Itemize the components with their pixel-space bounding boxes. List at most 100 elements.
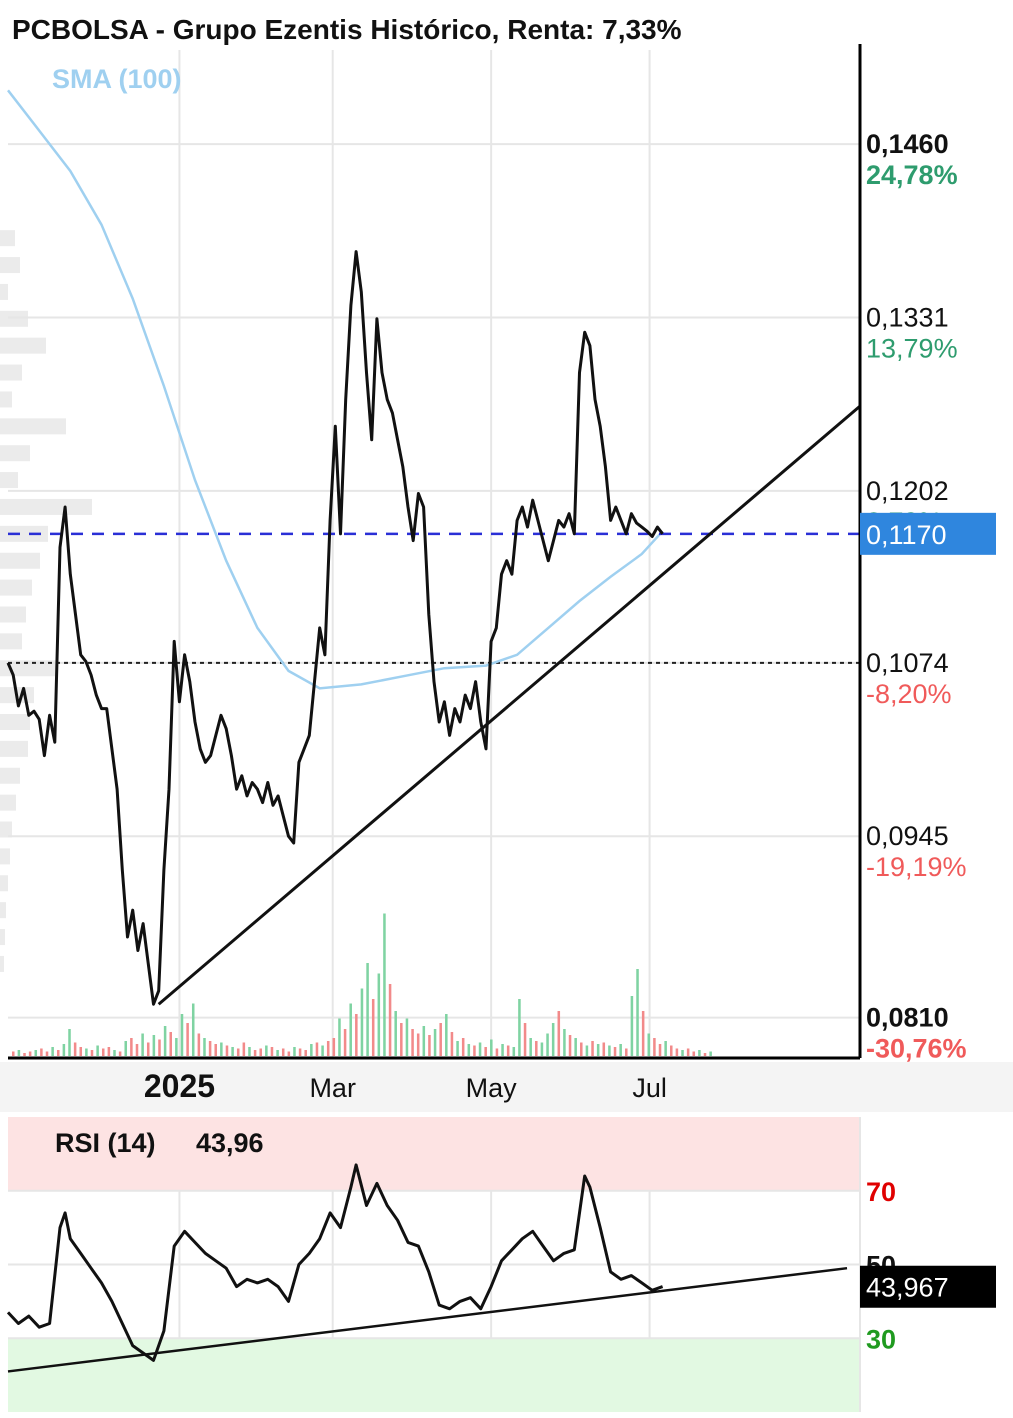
volume-bar bbox=[698, 1050, 701, 1056]
volume-bar bbox=[495, 1048, 499, 1056]
volume-profile bbox=[0, 230, 92, 972]
volume-bar bbox=[79, 1047, 83, 1056]
volume-bar bbox=[703, 1053, 707, 1056]
current-price-badge bbox=[860, 512, 996, 555]
volume-bar bbox=[591, 1041, 594, 1056]
volume-bar bbox=[242, 1042, 246, 1056]
x-axis-tick-label: Jul bbox=[632, 1073, 667, 1103]
volume-bar bbox=[383, 913, 386, 1056]
rsi-oversold-zone bbox=[8, 1338, 860, 1412]
y-axis-percent-label: 24,78% bbox=[866, 160, 958, 190]
volume-profile-bar bbox=[0, 633, 22, 650]
rsi-level-label: 70 bbox=[866, 1177, 896, 1207]
volume-bar bbox=[653, 1038, 656, 1056]
volume-bar bbox=[658, 1044, 662, 1056]
volume-bar bbox=[360, 988, 364, 1056]
price-trendline bbox=[157, 405, 861, 1006]
volume-bar bbox=[355, 1014, 358, 1056]
y-axis-percent-label: -8,20% bbox=[866, 679, 952, 709]
volume-bar bbox=[416, 1033, 420, 1056]
volume-bar bbox=[596, 1044, 600, 1056]
volume-profile-bar bbox=[0, 767, 20, 784]
volume-bar bbox=[17, 1050, 21, 1056]
volume-bar bbox=[28, 1051, 32, 1056]
volume-bar bbox=[214, 1044, 217, 1056]
volume-bar bbox=[501, 1044, 504, 1056]
volume-bar bbox=[546, 1033, 549, 1056]
volume-bar bbox=[484, 1047, 487, 1056]
volume-bar bbox=[68, 1029, 71, 1056]
volume-bar bbox=[130, 1038, 133, 1056]
volume-profile-bar bbox=[0, 660, 58, 677]
volume-bar bbox=[439, 1023, 442, 1056]
volume-bar bbox=[225, 1045, 229, 1056]
volume-bar bbox=[506, 1045, 510, 1056]
volume-bar bbox=[152, 1035, 156, 1056]
volume-bar bbox=[551, 1023, 555, 1056]
volume-bar bbox=[394, 1011, 397, 1056]
y-axis-price-label: 0,1460 bbox=[866, 129, 949, 159]
volume-profile-bar bbox=[0, 525, 48, 542]
volume-profile-bar bbox=[0, 391, 12, 408]
x-axis-tick-label: 2025 bbox=[144, 1068, 215, 1104]
volume-bar bbox=[473, 1045, 476, 1056]
x-axis-tick-label: Mar bbox=[309, 1073, 356, 1103]
volume-bar bbox=[146, 1042, 150, 1056]
volume-bar bbox=[456, 1041, 459, 1056]
volume-profile-bar bbox=[0, 740, 28, 757]
volume-bar bbox=[298, 1048, 302, 1056]
x-axis-band bbox=[0, 1062, 1013, 1112]
volume-profile-bar bbox=[0, 445, 30, 462]
volume-bar bbox=[40, 1048, 43, 1056]
volume-bar bbox=[265, 1045, 268, 1056]
volume-bar bbox=[197, 1033, 201, 1056]
y-axis-price-label: 0,0810 bbox=[866, 1003, 949, 1033]
volume-bar bbox=[107, 1047, 111, 1056]
y-axis-price-label: 0,1331 bbox=[866, 302, 949, 332]
volume-profile-bar bbox=[0, 714, 30, 730]
x-axis-labels: 2025 Mar May Jul bbox=[144, 1068, 667, 1104]
volume-bar bbox=[203, 1038, 206, 1056]
rsi-overbought-zone bbox=[8, 1117, 860, 1191]
volume-bar bbox=[625, 1048, 628, 1056]
volume-bar bbox=[287, 1051, 291, 1056]
volume-bar bbox=[315, 1042, 319, 1056]
price-series-group bbox=[6, 89, 861, 1006]
volume-bar bbox=[180, 1014, 184, 1056]
volume-profile-bar bbox=[0, 283, 8, 300]
volume-bar bbox=[613, 1047, 617, 1056]
volume-bar bbox=[388, 984, 392, 1056]
volume-bar bbox=[281, 1048, 285, 1056]
volume-bar bbox=[310, 1044, 313, 1056]
volume-bar bbox=[670, 1045, 673, 1056]
volume-bar bbox=[45, 1051, 49, 1056]
volume-bar bbox=[675, 1048, 679, 1056]
volume-profile-bar bbox=[0, 821, 12, 838]
volume-bar bbox=[208, 1041, 212, 1056]
volume-bar bbox=[411, 1029, 414, 1056]
volume-bar bbox=[231, 1047, 234, 1056]
volume-bar bbox=[34, 1050, 38, 1056]
volume-bar bbox=[647, 1033, 651, 1056]
volume-bar bbox=[253, 1050, 257, 1056]
volume-bar bbox=[433, 1029, 437, 1056]
volume-profile-bar bbox=[0, 794, 16, 811]
volume-bar bbox=[23, 1053, 26, 1056]
volume-bars bbox=[12, 913, 712, 1056]
volume-bar bbox=[641, 1011, 645, 1056]
volume-bar bbox=[619, 1044, 622, 1056]
volume-bar bbox=[96, 1045, 99, 1056]
volume-bar bbox=[518, 999, 521, 1056]
volume-bar bbox=[338, 1018, 341, 1056]
volume-bar bbox=[118, 1051, 122, 1056]
volume-profile-bar bbox=[0, 364, 22, 381]
volume-bar bbox=[90, 1050, 94, 1056]
sma-legend-label[interactable]: SMA (100) bbox=[52, 64, 182, 94]
volume-bar bbox=[135, 1044, 139, 1056]
volume-bar bbox=[124, 1041, 128, 1056]
volume-bar bbox=[636, 969, 639, 1056]
price-line bbox=[6, 250, 664, 1006]
volume-bar bbox=[158, 1039, 161, 1056]
volume-bar bbox=[540, 1042, 544, 1056]
